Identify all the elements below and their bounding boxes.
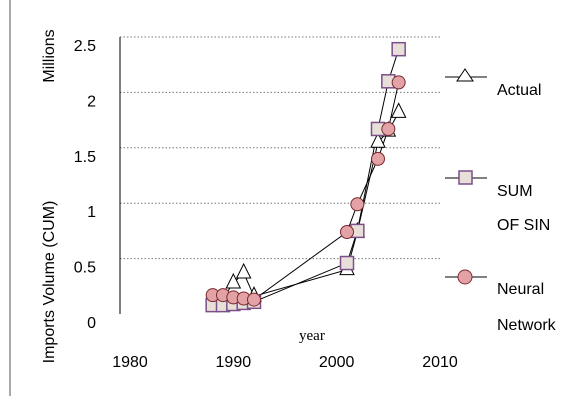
data-point-neural-network bbox=[350, 197, 365, 212]
data-point-neural-network bbox=[391, 75, 406, 90]
legend-label-sum-of-sin: SUM OF SIN bbox=[497, 183, 550, 234]
x-tick-label: 2010 bbox=[422, 354, 458, 371]
series-line-sum-of-sin bbox=[212, 49, 400, 306]
data-point-actual bbox=[370, 132, 386, 148]
series-layer bbox=[205, 41, 407, 313]
series-line-neural-network bbox=[212, 82, 400, 301]
data-point-sum-of-sin bbox=[339, 255, 355, 271]
y-tick-label: 1 bbox=[87, 204, 96, 221]
legend-label-neural-network: Neural Network bbox=[497, 281, 557, 334]
legend-marker-sum-of-sin bbox=[458, 170, 473, 185]
series-line-actual bbox=[222, 112, 400, 299]
data-point-neural-network bbox=[381, 121, 396, 136]
data-point-neural-network bbox=[371, 151, 385, 166]
x-axis-title: year bbox=[299, 328, 325, 344]
y-tick-label: 0 bbox=[87, 315, 96, 332]
data-point-neural-network bbox=[340, 225, 354, 240]
x-tick-label: 1980 bbox=[112, 354, 148, 371]
data-point-sum-of-sin bbox=[391, 41, 406, 57]
legend-marker-actual bbox=[456, 68, 474, 82]
y-tick-labels: 0 0.5 1 1.5 2 2.5 bbox=[74, 38, 96, 332]
gridlines bbox=[120, 36, 440, 260]
x-tick-label: 2000 bbox=[319, 354, 355, 371]
data-point-actual bbox=[390, 102, 407, 118]
legend-item-neural-network: Neural Network bbox=[445, 269, 557, 334]
y-tick-label: 2.5 bbox=[74, 38, 96, 55]
x-tick-label: 1990 bbox=[216, 354, 252, 371]
y-tick-label: 0.5 bbox=[74, 260, 96, 277]
data-point-actual bbox=[225, 272, 242, 289]
y-tick-label: 2 bbox=[87, 93, 96, 110]
data-point-actual bbox=[235, 262, 252, 279]
data-point-neural-network bbox=[247, 292, 261, 307]
legend-item-sum-of-sin: SUM OF SIN bbox=[445, 170, 550, 234]
y-tick-label: 1.5 bbox=[74, 149, 96, 166]
legend-label-actual: Actual bbox=[497, 82, 541, 99]
legend-label-neural-network-line2: Network bbox=[497, 317, 557, 334]
legend-marker-neural-network bbox=[457, 269, 473, 285]
legend-label-neural-network-line1: Neural bbox=[497, 281, 544, 298]
y-unit-label: Millions bbox=[41, 29, 58, 82]
legend: Actual SUM OF SIN Neural Network bbox=[445, 68, 557, 334]
x-tick-labels: 1980 1990 2000 2010 bbox=[112, 354, 458, 371]
legend-item-actual: Actual bbox=[445, 68, 541, 99]
legend-label-sum-of-sin-line1: SUM bbox=[497, 183, 533, 200]
y-axis-title: Imports Volume (CUM) bbox=[41, 201, 58, 364]
legend-label-sum-of-sin-line2: OF SIN bbox=[497, 217, 550, 234]
